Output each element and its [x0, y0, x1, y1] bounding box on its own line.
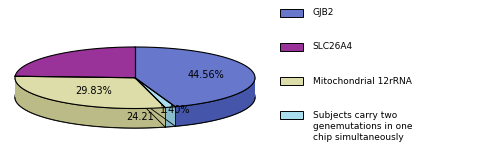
Text: Mitochondrial 12rRNA: Mitochondrial 12rRNA	[312, 76, 412, 86]
Text: SLC26A4: SLC26A4	[312, 42, 352, 52]
Polygon shape	[135, 78, 165, 127]
Text: chip simultaneously: chip simultaneously	[312, 133, 404, 142]
Polygon shape	[15, 76, 165, 109]
Polygon shape	[135, 47, 255, 107]
Polygon shape	[165, 107, 175, 127]
Polygon shape	[135, 78, 175, 126]
Bar	[280, 111, 302, 119]
Bar	[280, 43, 302, 51]
Polygon shape	[15, 66, 255, 128]
Text: genemutations in one: genemutations in one	[312, 122, 412, 131]
Bar	[280, 9, 302, 17]
Polygon shape	[15, 47, 135, 78]
Polygon shape	[175, 78, 255, 126]
Text: 1.40%: 1.40%	[160, 104, 190, 115]
Text: GJB2: GJB2	[312, 8, 334, 17]
Text: Subjects carry two: Subjects carry two	[312, 110, 397, 120]
Bar	[280, 77, 302, 85]
Polygon shape	[15, 78, 165, 128]
Text: 24.21: 24.21	[126, 112, 154, 122]
Text: 44.56%: 44.56%	[188, 70, 224, 80]
Polygon shape	[135, 78, 175, 108]
Text: 29.83%: 29.83%	[75, 86, 112, 96]
